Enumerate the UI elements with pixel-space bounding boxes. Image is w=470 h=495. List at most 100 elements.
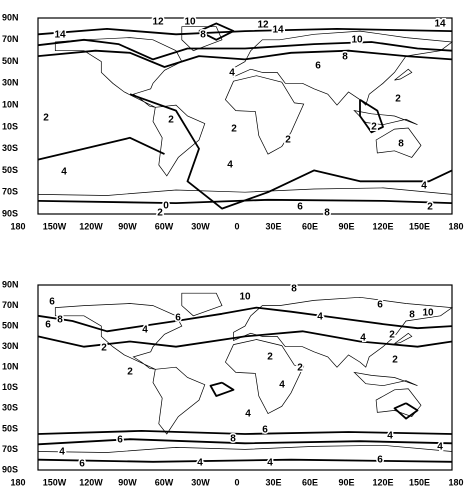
contour-label: 8 [398, 139, 404, 150]
contour-line [37, 306, 453, 333]
contour-label: 4 [279, 380, 285, 391]
contour-label: 6 [49, 297, 55, 308]
longitude-label: 120W [79, 221, 103, 231]
latitude-label: 30N [2, 78, 19, 88]
longitude-label: 180 [448, 477, 463, 487]
contour-label: 8 [342, 52, 348, 63]
contour-label: 2 [297, 363, 303, 374]
latitude-label: 70N [2, 34, 19, 44]
coastline [353, 110, 418, 126]
longitude-label: 120E [372, 221, 393, 231]
contour-label: 14 [54, 30, 66, 41]
map-frame [37, 17, 453, 215]
contour-label: 10 [184, 17, 196, 28]
latitude-label: 30S [2, 143, 18, 153]
contour-label: 10 [239, 292, 251, 303]
contour-label: 4 [421, 181, 427, 192]
latitude-label: 50S [2, 423, 18, 433]
contour-label: 2 [267, 352, 273, 363]
contour-line [129, 93, 453, 210]
longitude-label: 150W [43, 477, 67, 487]
contour-label: 8 [291, 284, 297, 295]
contour-line [37, 198, 453, 205]
contour-line [37, 136, 165, 161]
longitude-label: 30E [265, 477, 281, 487]
contour-label: 6 [297, 202, 303, 213]
coastline [37, 444, 453, 453]
longitude-label: 180 [448, 221, 463, 231]
contour-label: 4 [387, 431, 393, 442]
latitude-label: 10S [2, 382, 18, 392]
contour-label: 4 [437, 442, 443, 453]
contour-label: 6 [262, 425, 268, 436]
coastline [152, 104, 206, 177]
latitude-label: 50N [2, 56, 19, 66]
latitude-label: 50N [2, 320, 19, 330]
longitude-label: 60W [155, 477, 174, 487]
contour-label: 8 [409, 310, 415, 321]
contour-label: 14 [434, 19, 446, 30]
longitude-label: 60E [302, 221, 318, 231]
latitude-label: 90N [2, 279, 19, 289]
contour-line [37, 38, 453, 61]
contour-label: 4 [227, 160, 233, 171]
contour-label: 2 [371, 122, 377, 133]
longitude-label: 150E [409, 477, 430, 487]
contour-line [209, 381, 235, 397]
latitude-label: 70S [2, 444, 18, 454]
contour-label: 6 [175, 313, 181, 324]
contour-label: 2 [168, 115, 174, 126]
contour-label: 2 [231, 124, 237, 135]
longitude-label: 90E [338, 477, 354, 487]
contour-label: 4 [267, 458, 273, 469]
longitude-label: 90W [118, 221, 137, 231]
contour-label: 2 [389, 330, 395, 341]
longitude-label: 60E [302, 477, 318, 487]
contour-label: 8 [57, 315, 63, 326]
contour-label: 4 [360, 333, 366, 344]
contour-line [359, 98, 384, 134]
longitude-label: 90E [338, 221, 354, 231]
contour-line [37, 458, 453, 463]
contour-label: 6 [79, 459, 85, 470]
map-frame [37, 284, 453, 471]
contour-line [393, 402, 419, 420]
longitude-label: 30W [191, 477, 210, 487]
contour-label: 2 [392, 355, 398, 366]
longitude-label: 120W [79, 477, 103, 487]
longitude-label: 0 [234, 477, 239, 487]
coastline [353, 371, 418, 387]
contour-label: 4 [59, 447, 65, 458]
contour-label: 2 [43, 113, 49, 124]
latitude-label: 90S [2, 208, 18, 218]
contour-label: 2 [395, 94, 401, 105]
contour-label: 4 [61, 167, 67, 178]
latitude-label: 70N [2, 300, 19, 310]
longitude-label: 90W [118, 477, 137, 487]
contour-label: 8 [200, 30, 206, 41]
contour-label: 14 [272, 25, 284, 36]
contour-line [37, 330, 453, 348]
coastline [54, 37, 183, 108]
contour-label: 4 [245, 409, 251, 420]
coastline [394, 68, 413, 81]
coastline [394, 332, 413, 344]
longitude-label: 180 [10, 221, 25, 231]
latitude-label: 30S [2, 403, 18, 413]
contour-label: 2 [285, 135, 291, 146]
contour-label: 12 [152, 17, 164, 28]
contour-label: 10 [422, 308, 434, 319]
latitude-label: 90N [2, 12, 19, 22]
latitude-label: 70S [2, 187, 18, 197]
contour-label: 0 [163, 201, 169, 212]
contour-label: 4 [197, 458, 203, 469]
latitude-label: 50S [2, 165, 18, 175]
longitude-label: 0 [234, 221, 239, 231]
contour-label: 4 [142, 325, 148, 336]
coastline [224, 339, 305, 414]
coastline [54, 303, 183, 370]
contour-line [37, 438, 453, 446]
coastline [375, 127, 422, 158]
